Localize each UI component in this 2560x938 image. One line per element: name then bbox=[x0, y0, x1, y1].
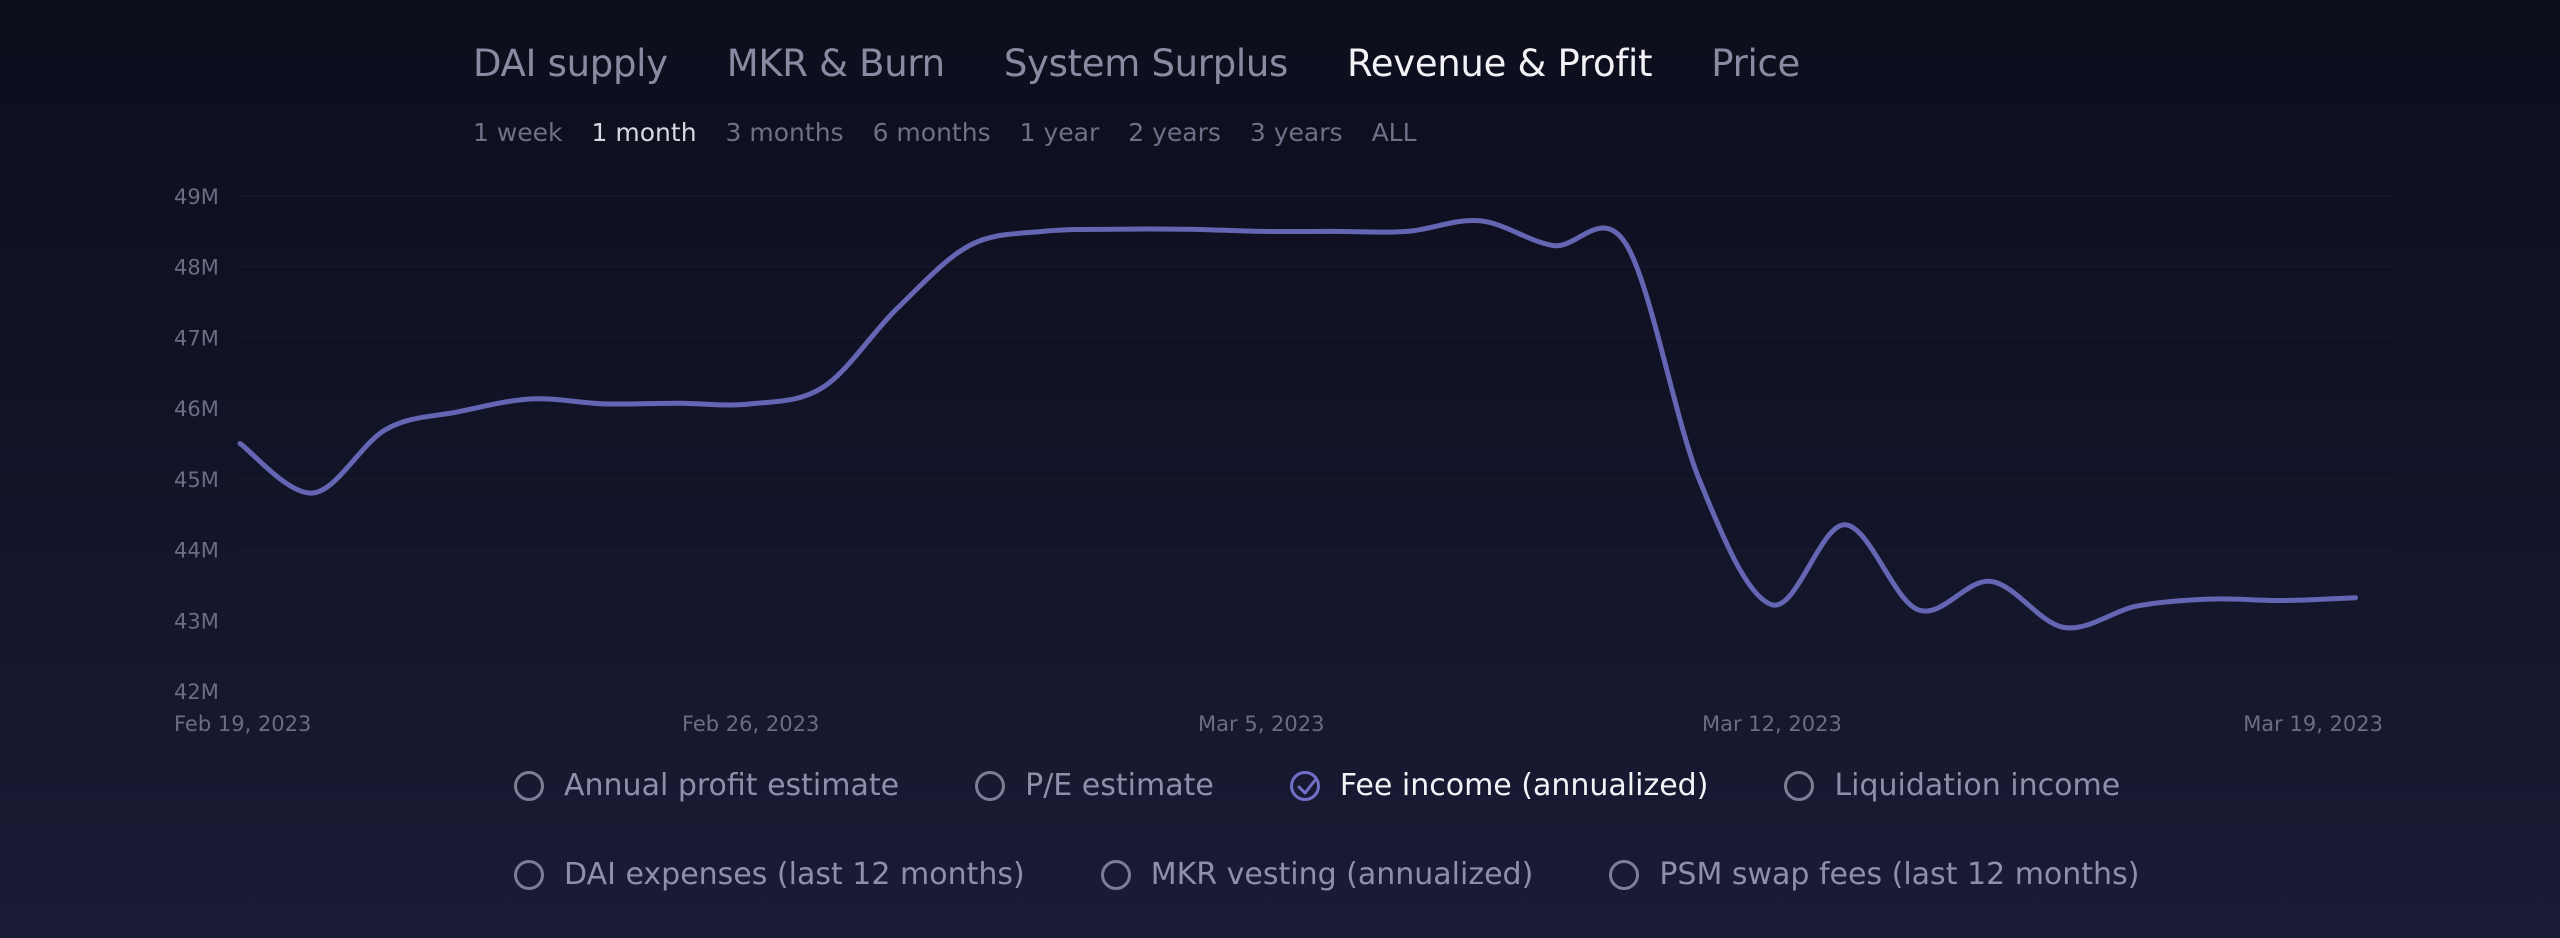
tab-bar: DAI supply MKR & Burn System Surplus Rev… bbox=[473, 42, 1800, 85]
series-layer bbox=[237, 217, 2358, 631]
data-point bbox=[750, 403, 752, 405]
y-tick-label: 48M bbox=[174, 256, 219, 280]
data-point bbox=[677, 402, 679, 404]
tab-price[interactable]: Price bbox=[1711, 42, 1801, 85]
x-tick-label: Mar 5, 2023 bbox=[1198, 712, 1324, 736]
legend-fee-income[interactable]: Fee income (annualized) bbox=[1289, 768, 1709, 803]
legend-psm-swap-fees[interactable]: PSM swap fees (last 12 months) bbox=[1609, 857, 2139, 892]
x-tick-label: Mar 12, 2023 bbox=[1702, 712, 1842, 736]
data-point bbox=[1698, 478, 1700, 480]
legend-label: P/E estimate bbox=[1025, 768, 1214, 803]
radio-unchecked-icon bbox=[514, 770, 544, 801]
data-point bbox=[1406, 230, 1408, 232]
series-line bbox=[237, 217, 2358, 631]
data-point bbox=[1990, 580, 1992, 582]
y-tick-label: 46M bbox=[174, 397, 219, 421]
data-point bbox=[896, 308, 897, 310]
data-point bbox=[2355, 597, 2356, 599]
legend-pe-estimate[interactable]: P/E estimate bbox=[975, 768, 1214, 803]
data-point bbox=[1114, 228, 1116, 230]
data-point bbox=[2136, 605, 2138, 607]
data-point bbox=[2209, 598, 2211, 600]
data-point bbox=[2063, 626, 2065, 628]
radio-unchecked-icon bbox=[1784, 770, 1815, 801]
data-point bbox=[531, 398, 533, 400]
x-tick-label: Mar 19, 2023 bbox=[2243, 712, 2383, 736]
legend-label: DAI expenses (last 12 months) bbox=[564, 857, 1025, 892]
radio-unchecked-icon bbox=[1609, 859, 1640, 890]
data-point bbox=[385, 428, 387, 430]
x-tick-label: Feb 26, 2023 bbox=[682, 712, 819, 736]
y-axis: 42M 43M 44M 45M 46M 47M 48M 49M bbox=[174, 185, 219, 704]
range-1-week[interactable]: 1 week bbox=[473, 118, 563, 147]
range-1-month[interactable]: 1 month bbox=[591, 118, 697, 147]
y-tick-label: 43M bbox=[174, 609, 219, 633]
chart-grid bbox=[240, 195, 2392, 692]
data-point bbox=[239, 443, 241, 444]
tab-dai-supply[interactable]: DAI supply bbox=[473, 42, 668, 85]
data-point bbox=[1041, 230, 1043, 232]
data-point bbox=[1625, 243, 1627, 245]
y-tick-label: 42M bbox=[174, 680, 219, 704]
y-tick-label: 44M bbox=[174, 539, 219, 563]
legend-label: Fee income (annualized) bbox=[1339, 768, 1709, 803]
legend-row-1: Annual profit estimate P/E estimate Fee … bbox=[514, 768, 2120, 803]
data-point bbox=[2282, 600, 2284, 601]
radio-unchecked-icon bbox=[975, 770, 1006, 801]
data-point bbox=[1771, 604, 1773, 606]
range-3-years[interactable]: 3 years bbox=[1249, 118, 1343, 147]
data-point bbox=[1333, 230, 1335, 232]
y-tick-label: 47M bbox=[174, 326, 219, 350]
legend-row-2: DAI expenses (last 12 months) MKR vestin… bbox=[514, 857, 2139, 892]
time-range-selector: 1 week 1 month 3 months 6 months 1 year … bbox=[473, 118, 1417, 147]
tab-system-surplus[interactable]: System Surplus bbox=[1003, 42, 1289, 85]
data-point bbox=[823, 386, 825, 388]
legend-liquidation-income[interactable]: Liquidation income bbox=[1784, 768, 2120, 803]
legend-label: Annual profit estimate bbox=[564, 768, 900, 803]
data-point bbox=[458, 411, 460, 413]
y-tick-label: 45M bbox=[174, 468, 219, 492]
data-point bbox=[312, 492, 314, 494]
radio-unchecked-icon bbox=[514, 859, 544, 890]
x-axis: Feb 19, 2023 Feb 26, 2023 Mar 5, 2023 Mar 1… bbox=[174, 712, 2383, 736]
tab-mkr-burn[interactable]: MKR & Burn bbox=[726, 42, 945, 85]
legend-annual-profit-estimate[interactable]: Annual profit estimate bbox=[514, 768, 899, 803]
range-1-year[interactable]: 1 year bbox=[1019, 118, 1100, 147]
range-2-years[interactable]: 2 years bbox=[1128, 118, 1221, 147]
radio-unchecked-icon bbox=[1100, 859, 1131, 890]
data-point bbox=[1917, 609, 1919, 611]
legend-label: MKR vesting (annualized) bbox=[1150, 857, 1534, 892]
range-all[interactable]: ALL bbox=[1371, 118, 1417, 147]
y-tick-label: 49M bbox=[174, 185, 219, 209]
legend-mkr-vesting[interactable]: MKR vesting (annualized) bbox=[1100, 857, 1534, 892]
legend-label: PSM swap fees (last 12 months) bbox=[1659, 857, 2140, 892]
x-tick-label: Feb 19, 2023 bbox=[174, 712, 311, 736]
radio-checked-icon bbox=[1289, 770, 1320, 801]
data-point bbox=[1479, 220, 1481, 222]
data-point bbox=[604, 403, 606, 405]
data-point bbox=[1187, 228, 1189, 230]
data-point bbox=[1552, 245, 1554, 246]
range-6-months[interactable]: 6 months bbox=[872, 118, 991, 147]
range-3-months[interactable]: 3 months bbox=[725, 118, 844, 147]
legend-dai-expenses[interactable]: DAI expenses (last 12 months) bbox=[514, 857, 1025, 892]
legend-label: Liquidation income bbox=[1834, 768, 2121, 803]
data-point bbox=[1260, 230, 1262, 232]
tab-revenue-profit[interactable]: Revenue & Profit bbox=[1347, 42, 1653, 85]
data-point bbox=[969, 245, 970, 246]
data-point bbox=[1844, 524, 1846, 526]
